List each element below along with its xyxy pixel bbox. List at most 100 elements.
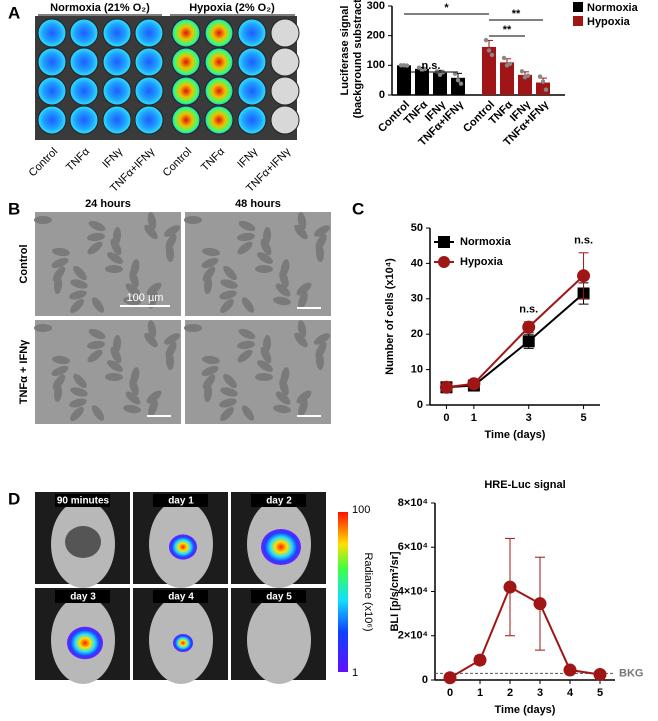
well — [270, 18, 300, 48]
well — [102, 105, 132, 135]
bar — [397, 65, 411, 95]
well — [171, 47, 201, 77]
label-bg — [153, 494, 208, 507]
well — [171, 105, 201, 135]
well — [270, 76, 300, 106]
image-label: day 2 — [266, 496, 292, 507]
significance-label: ** — [512, 8, 521, 20]
cell — [298, 399, 308, 417]
well — [270, 105, 300, 135]
cell — [53, 384, 63, 402]
cell — [91, 297, 105, 313]
panel-letter: D — [8, 489, 20, 508]
image-label: day 5 — [266, 592, 292, 603]
cell — [70, 406, 84, 422]
cell — [203, 384, 213, 402]
cell — [87, 340, 105, 350]
marker — [577, 269, 591, 283]
background-label: BKG — [619, 667, 643, 679]
cell — [51, 365, 69, 377]
marker — [522, 335, 535, 348]
cell — [220, 406, 234, 422]
well — [237, 105, 267, 135]
marker — [593, 667, 607, 681]
cell — [184, 216, 202, 224]
well — [237, 18, 267, 48]
cell — [70, 298, 84, 314]
well — [37, 105, 67, 135]
x-tick-label: 3 — [537, 687, 543, 699]
cell — [257, 360, 273, 372]
column-label: 24 hours — [85, 198, 131, 210]
cell — [70, 279, 88, 289]
label-bg — [55, 590, 110, 603]
cell — [203, 276, 213, 294]
x-tick-label: 0 — [443, 412, 449, 424]
cell — [87, 241, 103, 255]
well — [237, 47, 267, 77]
data-point — [404, 63, 410, 68]
cell — [125, 391, 141, 405]
data-point — [489, 52, 495, 58]
column-label: TNFα — [199, 145, 228, 174]
cell — [53, 276, 63, 294]
data-point — [455, 77, 461, 83]
y-tick-label: 300 — [367, 0, 385, 12]
well — [134, 105, 164, 135]
panel-letter: C — [352, 199, 364, 218]
marker — [439, 380, 453, 394]
cell — [275, 391, 291, 405]
cell — [146, 390, 162, 404]
well — [204, 76, 234, 106]
y-axis-label: Number of cells (x10⁴) — [384, 258, 396, 375]
legend-label: Normoxia — [587, 2, 639, 14]
cell — [91, 405, 105, 421]
cell — [223, 373, 237, 389]
marker — [563, 663, 577, 677]
bar — [415, 68, 429, 95]
y-tick-label: 40 — [411, 257, 423, 269]
well — [204, 47, 234, 77]
cell — [164, 225, 180, 237]
cell — [105, 264, 123, 274]
well — [171, 76, 201, 106]
data-point — [543, 87, 549, 92]
marker — [522, 320, 536, 334]
cell — [260, 346, 272, 364]
data-point — [525, 73, 531, 78]
cell — [257, 252, 273, 264]
bar — [433, 72, 447, 95]
label-bg — [153, 590, 208, 603]
cell — [125, 283, 141, 297]
marker — [473, 653, 487, 667]
cell — [87, 232, 105, 242]
cell — [294, 332, 308, 348]
well — [134, 18, 164, 48]
data-point — [540, 79, 546, 84]
cell — [52, 355, 70, 365]
cell — [70, 387, 88, 397]
row-label: Control — [18, 244, 30, 283]
legend-swatch — [573, 16, 583, 26]
y-axis-label: BLI [p/s/cm²/sr] — [389, 551, 401, 631]
well — [102, 76, 132, 106]
annotation: n.s. — [519, 304, 538, 316]
cell — [279, 270, 289, 288]
cell — [165, 244, 175, 262]
x-tick-label: 5 — [597, 687, 603, 699]
column-label: 48 hours — [235, 198, 281, 210]
cell — [107, 252, 123, 264]
cell — [52, 374, 66, 390]
column-label: Control — [161, 146, 195, 180]
cell — [73, 265, 87, 281]
cell — [148, 399, 158, 417]
y-tick-label: 100 — [367, 59, 385, 71]
cell — [201, 365, 219, 377]
well — [204, 105, 234, 135]
y-axis-label: (background substracted) — [352, 0, 364, 118]
image-label: 90 minutes — [57, 496, 110, 507]
well — [37, 76, 67, 106]
cell — [69, 290, 87, 300]
cell — [69, 398, 87, 408]
cell — [144, 332, 158, 348]
